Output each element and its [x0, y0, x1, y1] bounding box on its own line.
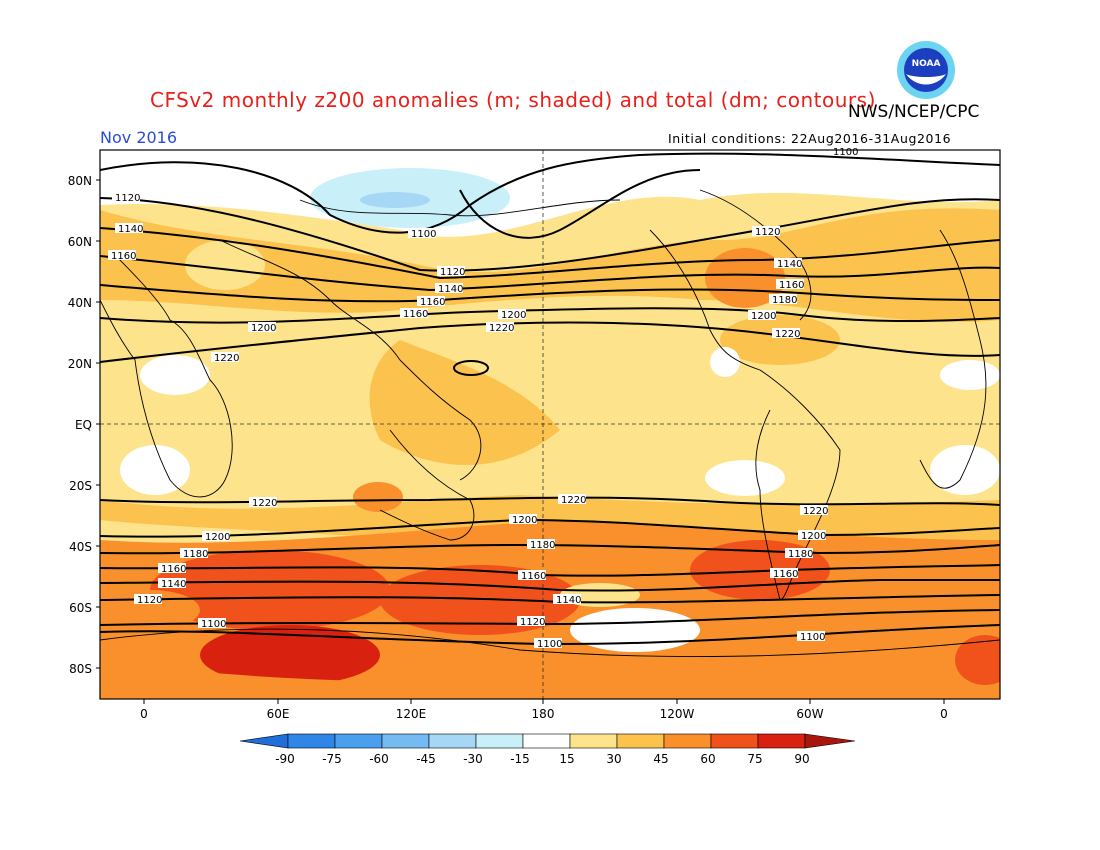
contour-label: 1160	[403, 309, 428, 320]
lon-label: 180	[532, 707, 555, 721]
lat-label: 60N	[68, 235, 92, 249]
contour-labels: 1120 1140 1160 1100 1120 1140 1160 1160 …	[108, 147, 858, 650]
contour-label: 1220	[803, 506, 828, 517]
lat-label: 60S	[69, 601, 92, 615]
contour-label: 1160	[779, 280, 804, 291]
contour-label: 1160	[521, 571, 546, 582]
colorbar-cell	[334, 733, 383, 749]
colorbar-tick-label: -15	[510, 752, 530, 766]
contour-label: 1100	[537, 639, 562, 650]
lat-label: 40N	[68, 296, 92, 310]
initial-conditions: Initial conditions: 22Aug2016-31Aug2016	[668, 131, 952, 146]
contour-label: 1140	[118, 224, 143, 235]
contour-label: 1100	[833, 147, 858, 158]
colorbar-tick-label: -90	[275, 752, 295, 766]
height-contours	[100, 152, 1000, 646]
contour-label: 1100	[800, 632, 825, 643]
longitude-axis: 0 60E 120E 180 120W 60W 0	[140, 699, 948, 721]
contour-label: 1160	[161, 564, 186, 575]
lat-label: 20S	[69, 479, 92, 493]
contour-label: 1200	[501, 310, 526, 321]
colorbar-cell	[804, 733, 856, 749]
lon-label: 0	[140, 707, 148, 721]
coastlines	[100, 189, 1000, 658]
colorbar-tick-label: -45	[416, 752, 436, 766]
noaa-logo: NOAA	[897, 41, 955, 99]
contour-label: 1120	[520, 617, 545, 628]
contour-label: 1120	[137, 595, 162, 606]
lon-label: 0	[940, 707, 948, 721]
colorbar-tick-label: -60	[369, 752, 389, 766]
logo-text: NOAA	[912, 59, 941, 69]
lat-label: 80N	[68, 174, 92, 188]
colorbar-cell	[616, 733, 665, 749]
colorbar-cell	[710, 733, 759, 749]
contour-label: 1120	[115, 193, 140, 204]
contour-label: 1220	[214, 353, 239, 364]
lat-label: EQ	[75, 418, 92, 432]
colorbar-cell	[239, 733, 289, 749]
lon-label: 60W	[796, 707, 823, 721]
contour-label: 1100	[201, 619, 226, 630]
contour-label: 1200	[801, 531, 826, 542]
colorbar-cell	[663, 733, 712, 749]
anomaly-shading	[100, 150, 1000, 699]
contour-label: 1180	[183, 549, 208, 560]
contour-label: 1200	[512, 515, 537, 526]
lon-label: 120W	[660, 707, 695, 721]
colorbar-tick-label: -30	[463, 752, 483, 766]
latitude-axis: 80N 60N 40N 20N EQ 20S 40S 60S 80S	[68, 174, 100, 676]
colorbar-cell	[522, 733, 571, 749]
colorbar-tick-label: 75	[747, 752, 762, 766]
contour-label: 1180	[530, 540, 555, 551]
colorbar-tick-label: 90	[794, 752, 809, 766]
contour-label: 1220	[561, 495, 586, 506]
contour-label: 1120	[755, 227, 780, 238]
contour-label: 1180	[772, 295, 797, 306]
contour-label: 1120	[440, 267, 465, 278]
contour-label: 1200	[251, 323, 276, 334]
colorbar-cell	[381, 733, 430, 749]
contour-label: 1160	[773, 569, 798, 580]
contour-label: 1140	[161, 579, 186, 590]
colorbar-cell	[428, 733, 477, 749]
colorbar-cell	[287, 733, 336, 749]
contour-label: 1200	[205, 532, 230, 543]
colorbar-cell	[569, 733, 618, 749]
contour-label: 1220	[775, 329, 800, 340]
contour-label: 1140	[438, 284, 463, 295]
forecast-month: Nov 2016	[100, 128, 178, 147]
lat-label: 80S	[69, 662, 92, 676]
source-label: NWS/NCEP/CPC	[848, 102, 980, 122]
chart-title: CFSv2 monthly z200 anomalies (m; shaded)…	[150, 88, 876, 112]
contour-label: 1180	[788, 549, 813, 560]
colorbar: -90 -75 -60 -45 -30 -15 15 30 45 60 75 90	[239, 733, 856, 766]
contour-label: 1220	[252, 498, 277, 509]
colorbar-tick-label: 30	[606, 752, 621, 766]
contour-label: 1160	[420, 297, 445, 308]
colorbar-tick-label: 60	[700, 752, 715, 766]
contour-label: 1200	[751, 311, 776, 322]
lon-label: 60E	[267, 707, 290, 721]
colorbar-cell	[475, 733, 524, 749]
grid-lines	[100, 150, 1000, 699]
lat-label: 40S	[69, 540, 92, 554]
colorbar-tick-label: 15	[559, 752, 574, 766]
colorbar-tick-label: -75	[322, 752, 342, 766]
colorbar-cell	[757, 733, 806, 749]
contour-label: 1140	[556, 595, 581, 606]
contour-label: 1100	[411, 229, 436, 240]
lon-label: 120E	[396, 707, 427, 721]
lat-label: 20N	[68, 357, 92, 371]
contour-label: 1160	[111, 251, 136, 262]
colorbar-tick-label: 45	[653, 752, 668, 766]
contour-label: 1140	[777, 259, 802, 270]
contour-label: 1220	[489, 323, 514, 334]
